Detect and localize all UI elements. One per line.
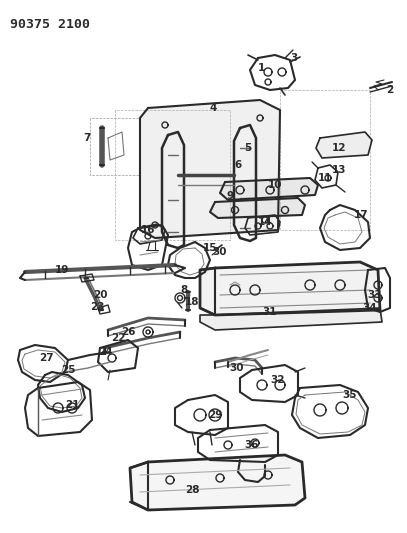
Text: 17: 17: [354, 210, 368, 220]
Text: 28: 28: [185, 485, 199, 495]
Text: 34: 34: [363, 303, 377, 313]
Text: 33: 33: [368, 290, 382, 300]
Polygon shape: [210, 198, 305, 218]
Text: 3: 3: [290, 53, 298, 63]
Text: 9: 9: [226, 191, 234, 201]
Text: 23: 23: [90, 302, 104, 312]
Text: 16: 16: [141, 225, 155, 235]
Text: 2: 2: [386, 85, 394, 95]
Text: 14: 14: [258, 217, 272, 227]
Text: 8: 8: [180, 285, 188, 295]
Text: 1: 1: [257, 63, 265, 73]
Polygon shape: [140, 100, 280, 238]
Text: 29: 29: [208, 410, 222, 420]
Text: 10: 10: [268, 180, 282, 190]
Text: 7: 7: [83, 133, 91, 143]
Polygon shape: [130, 455, 305, 510]
Polygon shape: [200, 308, 382, 330]
Text: 13: 13: [332, 165, 346, 175]
Polygon shape: [200, 262, 380, 315]
Text: 11: 11: [318, 173, 332, 183]
Text: 36: 36: [245, 440, 259, 450]
Text: 30: 30: [213, 247, 227, 257]
Text: 21: 21: [65, 400, 79, 410]
Text: 4: 4: [209, 103, 217, 113]
Text: 19: 19: [55, 265, 69, 275]
Text: 26: 26: [121, 327, 135, 337]
Text: 12: 12: [332, 143, 346, 153]
Polygon shape: [316, 132, 372, 158]
Text: 18: 18: [185, 297, 199, 307]
Text: 31: 31: [263, 307, 277, 317]
Text: 25: 25: [61, 365, 75, 375]
Text: 35: 35: [343, 390, 357, 400]
Text: 32: 32: [271, 375, 285, 385]
Text: 5: 5: [244, 143, 252, 153]
Text: 27: 27: [39, 353, 53, 363]
Polygon shape: [220, 178, 318, 200]
Text: 20: 20: [93, 290, 107, 300]
Text: 30: 30: [230, 363, 244, 373]
Text: 15: 15: [203, 243, 217, 253]
Text: 22: 22: [111, 333, 125, 343]
Text: 6: 6: [234, 160, 242, 170]
Text: 90375 2100: 90375 2100: [10, 18, 90, 31]
Text: 24: 24: [98, 347, 112, 357]
